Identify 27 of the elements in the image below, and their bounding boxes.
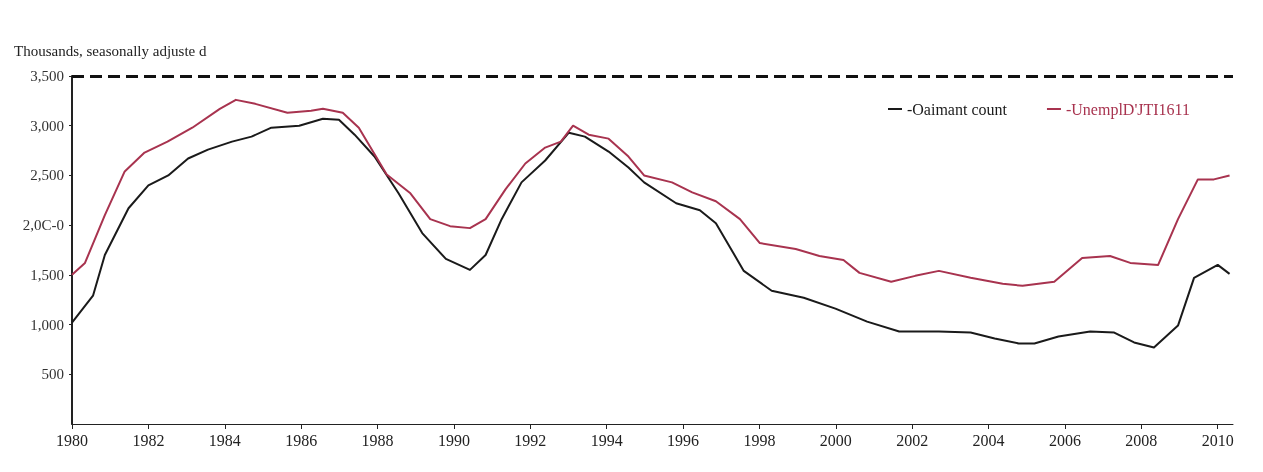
y-tick-label: 1,000: [30, 316, 64, 333]
y-axis-title: Thousands, seasonally adjuste d: [14, 42, 207, 59]
x-tick-label: 2000: [819, 431, 852, 449]
y-tick-label: 1,500: [30, 266, 64, 283]
y-tick-label: 3,000: [30, 117, 64, 134]
x-tick-label: 2004: [972, 431, 1005, 449]
x-tick-label: 2010: [1201, 431, 1234, 449]
line-series: [71, 98, 1231, 287]
x-tick-label: 1992: [514, 431, 547, 449]
x-tick-label: 1996: [667, 431, 700, 449]
y-tick-label: 2,0C-0: [22, 217, 64, 234]
x-tick-label: 1984: [208, 431, 241, 449]
x-tick-label: 1988: [361, 431, 394, 449]
x-tick-label: 1986: [285, 431, 318, 449]
legend-label: -Oaimant count: [906, 100, 1008, 118]
legend-label: -UnemplD'JTI1611: [1065, 100, 1190, 119]
x-tick-label: 2006: [1048, 431, 1081, 449]
x-tick-label: 2008: [1125, 431, 1158, 449]
x-tick-label: 1980: [56, 431, 88, 449]
x-tick-label: 1982: [132, 431, 165, 449]
x-tick-label: 1998: [743, 431, 776, 449]
y-tick-label: 500: [41, 366, 64, 383]
y-tick-label: 2,500: [30, 167, 64, 184]
y-tick-label: 3,500: [30, 68, 64, 84]
x-tick-label: 2002: [896, 431, 929, 449]
x-tick-label: 1994: [590, 431, 623, 449]
x-tick-label: 1990: [437, 431, 470, 449]
